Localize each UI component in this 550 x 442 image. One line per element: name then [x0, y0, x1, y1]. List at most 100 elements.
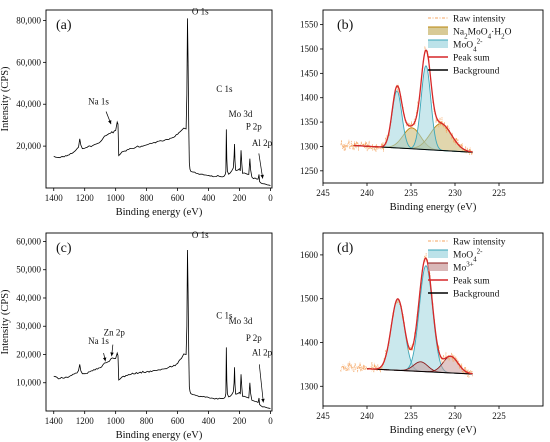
- legend-entry: Na2MoO4·H2O: [428, 26, 512, 41]
- legend-label: Peak sum: [453, 277, 490, 287]
- y-tick-label: 1400: [300, 337, 319, 347]
- y-tick-label: 30,000: [16, 321, 41, 331]
- plot-frame: [45, 232, 273, 412]
- component-peak-fill: [367, 265, 473, 375]
- y-tick-label: 1550: [300, 20, 319, 30]
- annotation-arrowhead: [261, 398, 265, 403]
- peak-annotation: Na 1s: [88, 336, 109, 346]
- x-tick-label: 235: [404, 411, 418, 421]
- legend-entry: MoO42-: [428, 38, 483, 54]
- y-axis-label: Intensity (CPS): [0, 289, 11, 355]
- survey-spectrum-line: [53, 249, 271, 409]
- legend-swatch-fill: [428, 40, 448, 48]
- x-axis-label: Binding energy (eV): [390, 202, 477, 213]
- peak-annotation: P 2p: [246, 121, 262, 131]
- peak-annotation: Na 1s: [88, 96, 109, 106]
- legend-swatch-fill: [428, 27, 448, 35]
- legend-label: Background: [453, 67, 500, 77]
- x-tick-label: 200: [233, 193, 247, 203]
- peak-annotation: C 1s: [216, 84, 233, 94]
- legend-entry: Background: [428, 67, 500, 77]
- x-tick-label: 225: [492, 411, 506, 421]
- x-tick-label: 800: [140, 416, 154, 426]
- panel-c: 1400 1200 1000 800 600 400 200 0 10,000 20,000 30,…: [0, 230, 273, 441]
- legend-entry: Background: [428, 290, 500, 300]
- y-tick-label: 40,000: [16, 99, 41, 109]
- panel-label: (d): [337, 241, 354, 256]
- peak-annotation: Al 2p: [252, 138, 273, 148]
- component-peak-fill: [353, 123, 473, 153]
- annotation-arrowhead: [260, 174, 264, 179]
- y-axis-label: Intensity (CPS): [0, 66, 11, 132]
- annotation-arrowhead: [110, 352, 114, 357]
- y-tick-label: 60,000: [16, 236, 41, 246]
- peak-annotation: Mo 3d: [229, 316, 253, 326]
- x-axis-label: Binding energy (eV): [390, 425, 477, 436]
- panel-a: 1400 1200 1000 800 600 400 200 0 20,000 40,000 60,…: [0, 6, 273, 218]
- x-tick-label: 1200: [76, 193, 95, 203]
- legend-swatch-fill: [428, 263, 448, 271]
- x-tick-label: 235: [404, 188, 418, 198]
- y-tick-label: 1250: [300, 166, 319, 176]
- legend-entry: Peak sum: [428, 54, 490, 64]
- x-tick-label: 400: [202, 416, 216, 426]
- annotation-arrowhead: [108, 120, 112, 125]
- y-tick-label: 50,000: [16, 265, 41, 275]
- x-tick-label: 1400: [45, 416, 64, 426]
- legend-label: Mo3+: [453, 261, 474, 274]
- y-tick-label: 40,000: [16, 293, 41, 303]
- annotation-arrowhead: [102, 357, 107, 362]
- component-peak-fill: [367, 356, 473, 375]
- peak-annotation: O 1s: [192, 230, 209, 240]
- peak-annotation: O 1s: [192, 6, 209, 16]
- legend-label: Raw intensity: [453, 238, 506, 248]
- panel-label: (a): [56, 18, 72, 33]
- x-axis-label: Binding energy (eV): [116, 207, 203, 218]
- plot-frame: [322, 232, 544, 407]
- background-line: [366, 368, 473, 375]
- x-tick-label: 600: [171, 193, 185, 203]
- legend-entry: MoO42-: [428, 248, 483, 264]
- annotation-arrow: [258, 153, 264, 179]
- x-tick-label: 230: [448, 188, 462, 198]
- legend-entry: Mo3+: [428, 261, 474, 274]
- peak-annotation: P 2p: [246, 333, 262, 343]
- survey-spectrum-line: [53, 18, 271, 186]
- y-tick-label: 1400: [300, 93, 319, 103]
- legend-entry: Peak sum: [428, 277, 490, 287]
- y-tick-label: 1350: [300, 117, 319, 127]
- panel-label: (b): [337, 18, 354, 33]
- panel-b: 245 240 235 230 225 1250 1300 1350 1400 1450 1500 1…: [300, 9, 544, 213]
- x-tick-label: 245: [316, 188, 330, 198]
- y-tick-label: 60,000: [16, 57, 41, 67]
- y-tick-label: 80,000: [16, 15, 41, 25]
- annotation-arrow: [258, 364, 264, 403]
- x-tick-label: 800: [140, 193, 154, 203]
- legend-entry: Raw intensity: [428, 15, 506, 25]
- y-tick-label: 1450: [300, 68, 319, 78]
- x-tick-label: 245: [316, 411, 330, 421]
- x-tick-label: 400: [202, 193, 216, 203]
- x-tick-label: 240: [360, 188, 374, 198]
- y-tick-label: 1500: [300, 294, 319, 304]
- x-tick-label: 0: [268, 416, 273, 426]
- peak-annotation: Al 2p: [252, 347, 273, 357]
- x-tick-label: 240: [360, 411, 374, 421]
- y-tick-label: 1300: [300, 381, 319, 391]
- plot-frame: [45, 9, 273, 189]
- legend-swatch-fill: [428, 250, 448, 258]
- peak-annotation: C 1s: [216, 311, 233, 321]
- peak-sum-line: [353, 49, 473, 153]
- legend-label: Background: [453, 290, 500, 300]
- x-tick-label: 600: [171, 416, 185, 426]
- y-tick-label: 20,000: [16, 141, 41, 151]
- component-peak-fill: [367, 298, 473, 375]
- peak-sum-line: [366, 257, 473, 375]
- y-tick-label: 1500: [300, 44, 319, 54]
- x-axis-label: Binding energy (eV): [116, 430, 203, 441]
- component-peak-fill: [367, 361, 473, 375]
- peak-annotation: Zn 2p: [104, 328, 126, 338]
- legend-label: MoO42-: [453, 38, 483, 54]
